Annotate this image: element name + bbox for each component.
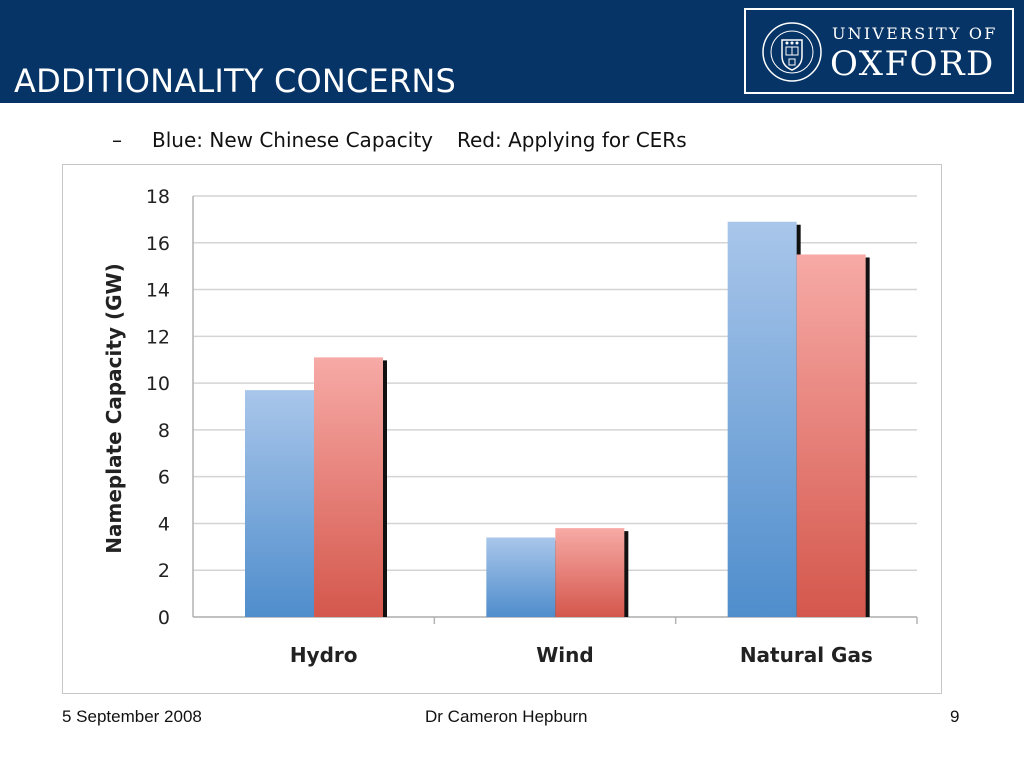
footer-author: Dr Cameron Hepburn bbox=[425, 707, 588, 726]
bar-blue-natural-gas bbox=[727, 221, 797, 617]
y-axis-label: Nameplate Capacity (GW) bbox=[102, 263, 126, 553]
bar-red-shadow-wind bbox=[623, 531, 629, 617]
university-logo: UNIVERSITY OF OXFORD bbox=[744, 8, 1014, 94]
page-number: 9 bbox=[950, 707, 960, 726]
y-tick-label: 16 bbox=[146, 233, 170, 255]
legend-note-red: Red: Applying for CERs bbox=[457, 128, 687, 152]
bar-blue-wind bbox=[486, 537, 556, 617]
logo-text-university-of: UNIVERSITY OF bbox=[832, 24, 998, 43]
x-tick-label-hydro: Hydro bbox=[290, 643, 358, 667]
legend-note-blue: Blue: New Chinese Capacity bbox=[152, 128, 433, 152]
chart-frame: 0 2 4 6 8 10 12 14 16 18 Hydro Wind Natural Gas Namep… bbox=[62, 164, 942, 694]
bar-chart: 0 2 4 6 8 10 12 14 16 18 Hydro Wind Natural Gas Namep… bbox=[102, 186, 918, 667]
bar-red-shadow-natural-gas bbox=[864, 257, 870, 617]
slide-header: ADDITIONALITY CONCERNS UNIVERSITY OF OXF… bbox=[0, 0, 1024, 103]
y-tick-label: 6 bbox=[158, 467, 170, 489]
y-tick-label: 12 bbox=[146, 326, 170, 348]
logo-text-oxford: OXFORD bbox=[830, 44, 995, 84]
footer-date: 5 September 2008 bbox=[62, 707, 202, 726]
slide-title: ADDITIONALITY CONCERNS bbox=[14, 62, 457, 100]
y-tick-label: 10 bbox=[146, 373, 170, 395]
y-tick-label: 8 bbox=[158, 420, 170, 442]
bar-red-shadow-hydro bbox=[382, 360, 387, 617]
x-tick-label-natural-gas: Natural Gas bbox=[740, 643, 873, 667]
y-tick-label: 14 bbox=[146, 280, 170, 302]
y-tick-label: 2 bbox=[158, 560, 170, 582]
bar-red-hydro bbox=[314, 357, 383, 617]
bar-red-natural-gas bbox=[796, 254, 866, 617]
y-tick-label: 18 bbox=[146, 186, 170, 208]
y-tick-label: 0 bbox=[158, 607, 170, 629]
bar-red-wind bbox=[555, 528, 625, 617]
x-tick-label-wind: Wind bbox=[536, 643, 593, 667]
bullet-dash: – bbox=[112, 128, 122, 152]
oxford-crest-icon bbox=[762, 22, 822, 82]
legend-note: – Blue: New Chinese Capacity Red: Applying… bbox=[112, 128, 687, 152]
y-tick-label: 4 bbox=[158, 513, 170, 535]
bar-blue-hydro bbox=[245, 390, 314, 617]
